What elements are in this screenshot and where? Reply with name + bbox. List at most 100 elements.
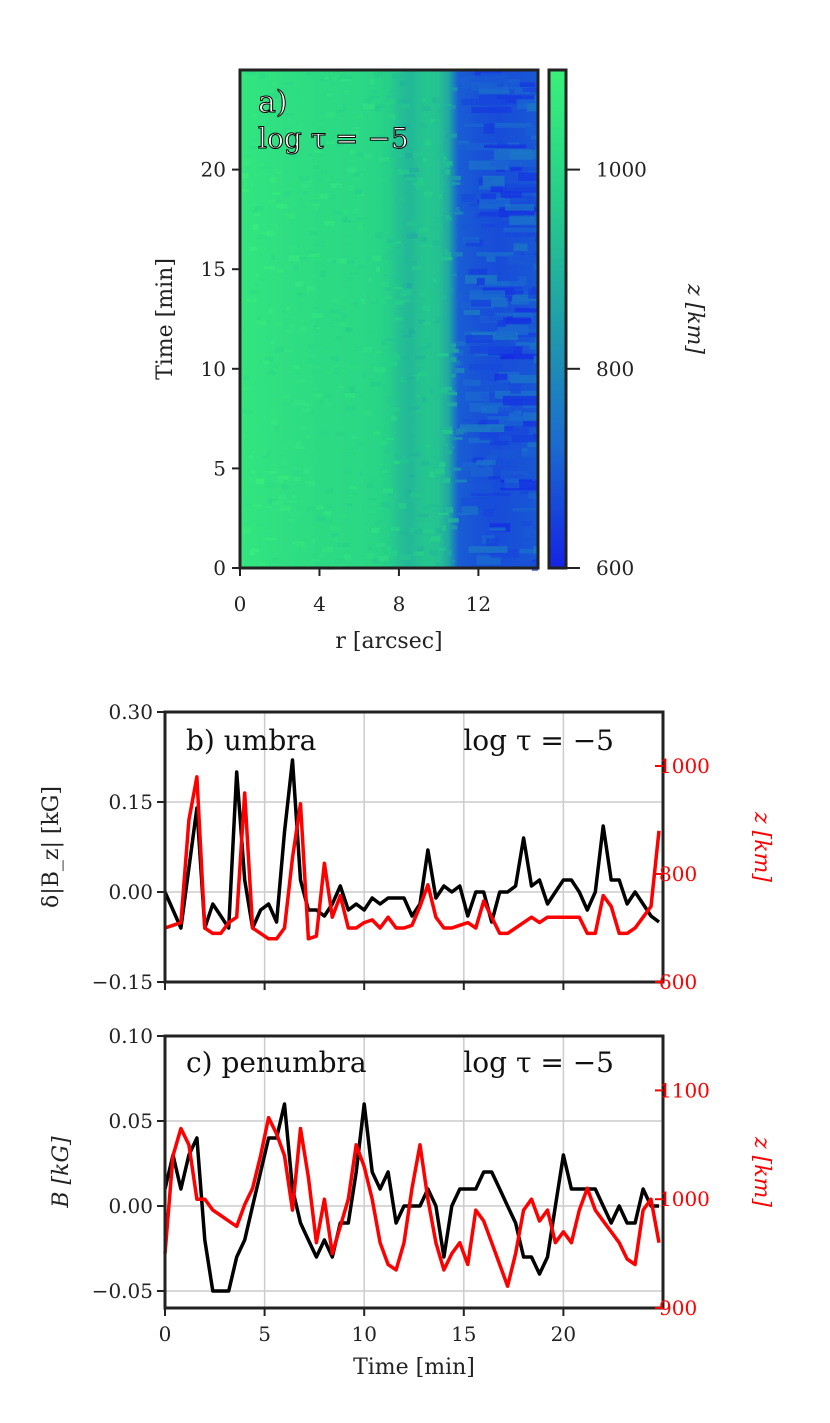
heatmap-texture bbox=[334, 558, 343, 565]
panel-a-ytick-label: 0 bbox=[213, 556, 226, 580]
heatmap-texture bbox=[335, 336, 343, 340]
heatmap-texture bbox=[391, 354, 401, 361]
heatmap-texture bbox=[529, 344, 538, 350]
heatmap-texture bbox=[252, 224, 259, 231]
heatmap-texture bbox=[249, 246, 258, 251]
heatmap-texture bbox=[253, 279, 262, 285]
heatmap-texture bbox=[406, 234, 418, 239]
heatmap-texture bbox=[373, 367, 386, 373]
heatmap-texture bbox=[405, 153, 413, 159]
heatmap-texture bbox=[451, 177, 455, 180]
panel-a-ylabel: Time [min] bbox=[153, 258, 178, 380]
heatmap-texture bbox=[329, 525, 340, 531]
heatmap-texture bbox=[434, 442, 443, 449]
heatmap-texture bbox=[326, 258, 334, 262]
panel-b-ylabel-right: z [km] bbox=[749, 811, 774, 882]
heatmap-texture bbox=[476, 252, 521, 257]
heatmap-texture bbox=[432, 253, 443, 259]
heatmap-texture bbox=[315, 327, 321, 330]
heatmap-texture bbox=[533, 524, 538, 531]
panel-c-annotation: log τ = −5 bbox=[463, 1046, 614, 1079]
heatmap-texture bbox=[500, 189, 522, 198]
heatmap-texture bbox=[433, 286, 441, 291]
heatmap-texture bbox=[302, 346, 307, 349]
heatmap-texture bbox=[284, 318, 289, 324]
heatmap-texture bbox=[265, 495, 278, 500]
heatmap-texture bbox=[445, 169, 450, 175]
heatmap-texture bbox=[441, 411, 447, 414]
heatmap-texture bbox=[350, 302, 359, 306]
heatmap-texture bbox=[435, 468, 445, 475]
heatmap-texture bbox=[375, 564, 382, 568]
heatmap-texture bbox=[431, 204, 437, 208]
heatmap-texture bbox=[268, 199, 279, 205]
heatmap-texture bbox=[323, 221, 335, 226]
heatmap-texture bbox=[267, 471, 278, 474]
heatmap-texture bbox=[512, 507, 538, 512]
heatmap-texture bbox=[381, 440, 387, 445]
heatmap-texture bbox=[324, 371, 332, 375]
heatmap-texture bbox=[345, 405, 357, 411]
heatmap-texture bbox=[370, 301, 379, 304]
heatmap-texture bbox=[517, 549, 538, 554]
heatmap-texture bbox=[473, 483, 493, 494]
heatmap-texture bbox=[405, 376, 417, 380]
heatmap-texture bbox=[258, 138, 268, 144]
heatmap-texture bbox=[436, 353, 449, 357]
heatmap-texture bbox=[422, 520, 431, 523]
panel-c-label: c) penumbra bbox=[186, 1046, 367, 1079]
heatmap-texture bbox=[360, 484, 366, 487]
heatmap-texture bbox=[419, 293, 427, 297]
heatmap-texture bbox=[382, 488, 393, 494]
heatmap-texture bbox=[380, 298, 385, 304]
heatmap-texture bbox=[487, 407, 515, 413]
heatmap-texture bbox=[351, 220, 358, 223]
heatmap-texture bbox=[295, 95, 303, 100]
heatmap-texture bbox=[324, 85, 334, 88]
heatmap-texture bbox=[465, 391, 490, 401]
heatmap-texture bbox=[248, 319, 257, 322]
heatmap-texture bbox=[461, 419, 491, 423]
heatmap-texture bbox=[484, 144, 527, 148]
heatmap-texture bbox=[344, 90, 349, 96]
heatmap-texture bbox=[285, 191, 291, 196]
heatmap-texture bbox=[277, 494, 286, 500]
heatmap-texture bbox=[362, 111, 371, 115]
heatmap-texture bbox=[426, 444, 431, 448]
heatmap-texture bbox=[483, 123, 495, 134]
heatmap-texture bbox=[345, 327, 353, 332]
heatmap-texture bbox=[305, 480, 316, 486]
panel-c-ytick-label: −0.05 bbox=[92, 1279, 153, 1303]
heatmap-texture bbox=[461, 224, 476, 230]
heatmap-texture bbox=[486, 455, 498, 460]
heatmap-texture bbox=[390, 89, 396, 94]
heatmap-texture bbox=[344, 453, 353, 456]
heatmap-texture bbox=[345, 207, 356, 213]
heatmap-texture bbox=[411, 153, 422, 156]
heatmap-texture bbox=[283, 207, 288, 210]
heatmap-texture bbox=[344, 393, 356, 398]
heatmap-texture bbox=[533, 355, 538, 364]
heatmap-texture bbox=[254, 210, 261, 217]
heatmap-texture bbox=[341, 514, 346, 517]
heatmap-texture bbox=[468, 268, 488, 277]
heatmap-texture bbox=[309, 387, 318, 390]
heatmap-texture bbox=[386, 396, 394, 403]
heatmap-texture bbox=[254, 206, 264, 212]
heatmap-texture bbox=[292, 153, 298, 158]
heatmap-texture bbox=[264, 537, 277, 541]
heatmap-texture bbox=[402, 334, 413, 338]
panel-b-ytick-label: −0.15 bbox=[92, 970, 153, 994]
heatmap-texture bbox=[350, 272, 359, 276]
heatmap-texture bbox=[533, 546, 538, 554]
heatmap-texture bbox=[262, 531, 268, 536]
heatmap-texture bbox=[323, 394, 333, 399]
heatmap-texture bbox=[325, 489, 330, 494]
heatmap-texture bbox=[500, 474, 525, 479]
heatmap-texture bbox=[521, 161, 538, 172]
heatmap-texture bbox=[527, 445, 538, 456]
heatmap-texture bbox=[358, 469, 362, 475]
heatmap-texture bbox=[479, 315, 507, 323]
heatmap-texture bbox=[503, 317, 532, 324]
heatmap-texture bbox=[355, 115, 366, 119]
